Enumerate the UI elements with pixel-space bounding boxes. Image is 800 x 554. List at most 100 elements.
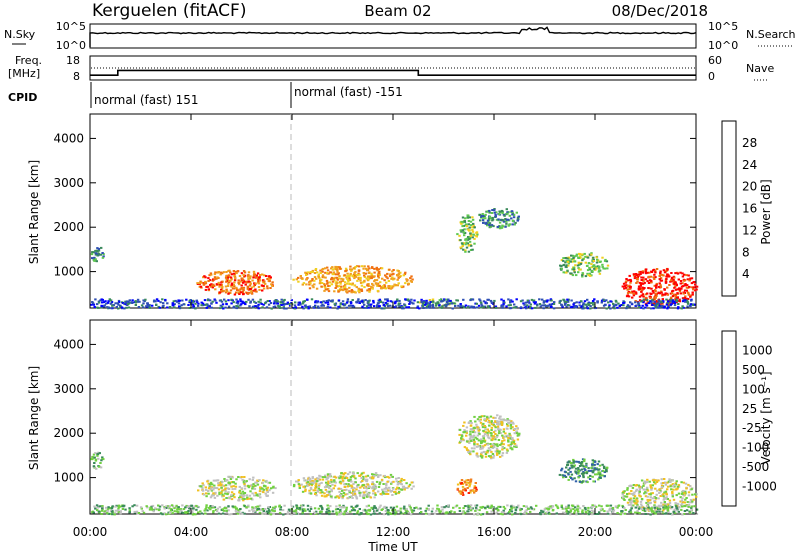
heatmap-cell [558, 473, 562, 476]
heatmap-cell [488, 424, 491, 427]
heatmap-cell [258, 504, 262, 507]
heatmap-cell [327, 303, 330, 306]
heatmap-cell [191, 299, 195, 302]
heatmap-cell [563, 470, 567, 473]
heatmap-cell [509, 434, 512, 437]
heatmap-cell [293, 512, 296, 515]
heatmap-cell [335, 282, 339, 285]
heatmap-cell [384, 493, 388, 495]
heatmap-cell [324, 286, 327, 289]
heatmap-cell [338, 504, 341, 507]
heatmap-cell [351, 305, 354, 308]
heatmap-cell [662, 482, 665, 484]
heatmap-cell [245, 300, 248, 303]
heatmap-cell [336, 270, 339, 273]
heatmap-cell [252, 276, 255, 279]
heatmap-cell [642, 282, 645, 285]
heatmap-cell [238, 498, 241, 501]
heatmap-cell [509, 304, 512, 307]
heatmap-cell [420, 511, 423, 513]
heatmap-cell [457, 304, 460, 307]
heatmap-cell [686, 278, 689, 281]
heatmap-cell [637, 492, 641, 495]
heatmap-cell [413, 299, 416, 302]
heatmap-cell [645, 299, 649, 301]
heatmap-cell [326, 494, 329, 497]
heatmap-cell [326, 269, 330, 272]
heatmap-cell [681, 513, 684, 516]
heatmap-cell [582, 476, 585, 479]
heatmap-cell [560, 467, 564, 470]
heatmap-cell [515, 298, 518, 301]
time-x-ticks: 00:00 04:00 08:00 12:00 16:00 20:00 00:00 [73, 114, 713, 539]
heatmap-cell [405, 508, 408, 511]
heatmap-cell [684, 283, 687, 285]
heatmap-cell [626, 304, 630, 307]
heatmap-cell [692, 286, 695, 289]
heatmap-cell [519, 513, 523, 516]
heatmap-cell [227, 505, 230, 508]
heatmap-cell [264, 512, 267, 515]
cpid-label: CPID [8, 91, 37, 104]
heatmap-cell [484, 428, 487, 431]
heatmap-cell [506, 424, 509, 427]
heatmap-cell [311, 476, 314, 479]
heatmap-cell [505, 427, 509, 430]
heatmap-cell [509, 447, 512, 450]
heatmap-cell [490, 217, 493, 220]
heatmap-cell [273, 510, 276, 513]
heatmap-cell [213, 276, 217, 279]
heatmap-cell [465, 479, 468, 482]
heatmap-cell [671, 491, 674, 493]
heatmap-cell [196, 282, 199, 285]
heatmap-cell [524, 510, 527, 513]
heatmap-cell [494, 450, 497, 453]
heatmap-cell [224, 300, 228, 303]
heatmap-cell [613, 304, 616, 307]
heatmap-cell [650, 270, 653, 273]
heatmap-cell [575, 460, 578, 463]
y-tick-label: 2000 [53, 426, 84, 440]
heatmap-cell [605, 469, 608, 472]
heatmap-cell [96, 247, 99, 250]
heatmap-cell [379, 504, 382, 507]
heatmap-cell [247, 271, 251, 274]
heatmap-cell [343, 304, 346, 307]
heatmap-cell [572, 461, 575, 464]
heatmap-cell [365, 480, 369, 483]
heatmap-cell [582, 257, 585, 260]
heatmap-cell [676, 272, 680, 275]
heatmap-cell [232, 306, 235, 309]
heatmap-cell [467, 228, 470, 231]
heatmap-cell [477, 304, 481, 307]
heatmap-cell [242, 492, 245, 495]
heatmap-cell [92, 511, 95, 514]
heatmap-cell [473, 427, 476, 430]
heatmap-cell [664, 490, 667, 493]
heatmap-cell [572, 257, 575, 260]
heatmap-cell [331, 299, 334, 302]
heatmap-cell [347, 304, 351, 307]
heatmap-cell [420, 298, 423, 301]
heatmap-cell [388, 476, 391, 479]
heatmap-cell [385, 275, 388, 278]
heatmap-cell [356, 279, 359, 282]
heatmap-cell [279, 508, 282, 511]
heatmap-cell [272, 305, 275, 308]
heatmap-cell [357, 276, 360, 279]
heatmap-cell [466, 242, 470, 245]
heatmap-cell [357, 489, 361, 492]
heatmap-cell [317, 273, 320, 276]
heatmap-cell [367, 504, 370, 507]
heatmap-cell [640, 508, 644, 510]
heatmap-cell [349, 491, 353, 494]
heatmap-cell [565, 300, 568, 303]
heatmap-cell [527, 301, 530, 304]
heatmap-cell [396, 274, 399, 276]
heatmap-cell [509, 437, 512, 440]
heatmap-cell [472, 490, 475, 492]
heatmap-cell [97, 247, 101, 250]
heatmap-cell [465, 225, 469, 228]
heatmap-cell [622, 496, 625, 499]
heatmap-cell [691, 293, 694, 296]
